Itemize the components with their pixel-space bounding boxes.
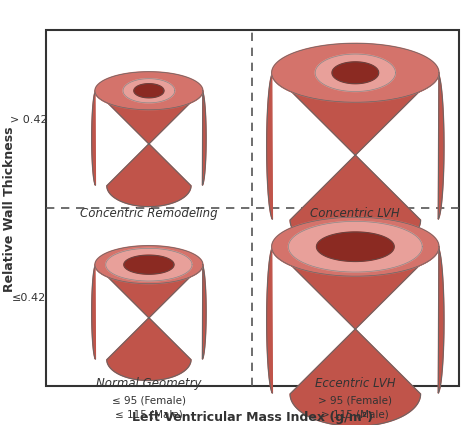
Text: Concentric LVH: Concentric LVH bbox=[310, 207, 400, 220]
Polygon shape bbox=[106, 249, 192, 281]
Text: Left Ventricular Mass Index (g/m²): Left Ventricular Mass Index (g/m²) bbox=[132, 410, 373, 423]
Text: ≤0.42: ≤0.42 bbox=[12, 293, 46, 302]
Text: > 0.42: > 0.42 bbox=[10, 115, 48, 125]
Polygon shape bbox=[272, 218, 439, 276]
Text: ≤ 115 (Male): ≤ 115 (Male) bbox=[115, 409, 183, 418]
Text: ≤ 95 (Female): ≤ 95 (Female) bbox=[112, 394, 186, 404]
Polygon shape bbox=[92, 265, 206, 380]
Text: > 115 (Male): > 115 (Male) bbox=[321, 409, 389, 418]
Polygon shape bbox=[315, 55, 395, 92]
Polygon shape bbox=[95, 72, 203, 110]
Polygon shape bbox=[289, 222, 422, 272]
Polygon shape bbox=[134, 84, 164, 98]
Text: Concentric Remodeling: Concentric Remodeling bbox=[80, 207, 218, 220]
Polygon shape bbox=[272, 44, 439, 103]
Polygon shape bbox=[267, 74, 444, 253]
Polygon shape bbox=[317, 233, 394, 262]
Polygon shape bbox=[92, 92, 206, 207]
Text: Relative Wall Thickness: Relative Wall Thickness bbox=[3, 126, 16, 291]
Polygon shape bbox=[95, 246, 203, 284]
Polygon shape bbox=[332, 63, 379, 84]
Text: Eccentric LVH: Eccentric LVH bbox=[315, 376, 396, 389]
Polygon shape bbox=[123, 80, 175, 104]
Polygon shape bbox=[124, 256, 174, 274]
Polygon shape bbox=[267, 247, 444, 426]
Text: Normal Geometry: Normal Geometry bbox=[96, 376, 201, 389]
Text: > 95 (Female): > 95 (Female) bbox=[319, 394, 392, 404]
